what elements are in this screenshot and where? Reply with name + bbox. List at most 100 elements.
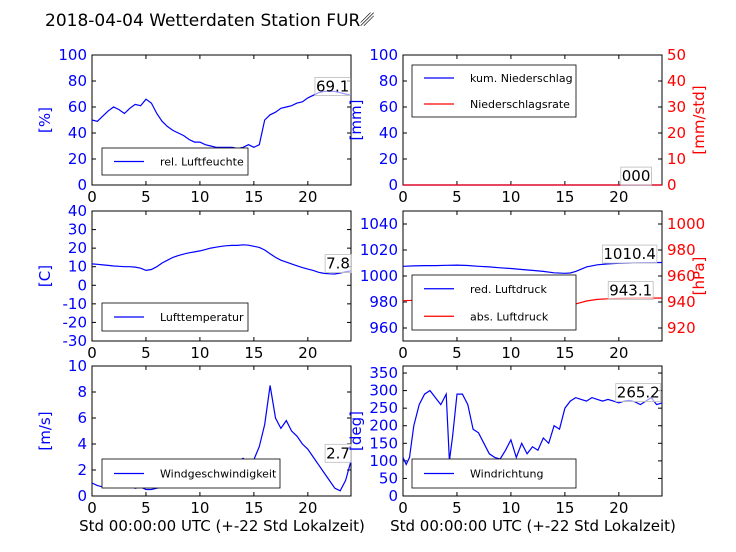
y-tick-label: 250 [369, 399, 398, 417]
legend-label: red. Luftdruck [470, 283, 547, 296]
y-tick-label: -20 [63, 313, 88, 331]
y-tick-label: 0 [388, 176, 398, 194]
last-value-box [607, 281, 654, 300]
x-tick-label: 0 [87, 188, 97, 206]
y-tick-label: 20 [379, 150, 398, 168]
last-value-box [314, 77, 351, 96]
y-tick-label: 2 [77, 461, 87, 479]
x-tick-label: 0 [87, 344, 97, 362]
y2-tick-label: 10 [667, 150, 686, 168]
x-tick-label: 15 [244, 499, 263, 517]
x-tick-label: 15 [244, 344, 263, 362]
x-tick-label: 10 [190, 188, 209, 206]
y-tick-label: 1040 [360, 215, 398, 233]
x-tick-label: 5 [141, 188, 151, 206]
y2-axis-label: [mm/std] [690, 85, 708, 154]
y-axis-label: [deg] [347, 411, 365, 451]
y2-tick-label: 920 [667, 319, 696, 337]
y-tick-label: 150 [369, 434, 398, 452]
x-tick-label: 0 [398, 188, 408, 206]
last-value-label: 000 [622, 167, 651, 185]
legend-label: kum. Niederschlag [470, 72, 573, 85]
y2-tick-label: 980 [667, 241, 696, 259]
last-value-label: 7.8 [326, 255, 350, 273]
y2-tick-label: 0 [667, 176, 677, 194]
y-tick-label: 960 [369, 319, 398, 337]
x-tick-label: 0 [398, 344, 408, 362]
legend-label: Lufttemperatur [160, 311, 244, 324]
y-tick-label: 0 [77, 276, 87, 294]
x-tick-label: 15 [555, 188, 574, 206]
legend-box [411, 274, 577, 331]
x-tick-label: 20 [298, 344, 317, 362]
y-tick-label: 4 [77, 435, 87, 453]
x-tick-label: 10 [501, 344, 520, 362]
chart-panel-precip: 0 5 10 15 20 0 20 40 60 80 100 0 10 20 30 40 50 [mm] [mm/s… [347, 46, 708, 206]
y-tick-label: 40 [68, 124, 87, 142]
y-tick-label: 350 [369, 364, 398, 382]
x-tick-label: 20 [609, 188, 628, 206]
y-tick-label: 1020 [360, 241, 398, 259]
y-tick-label: 8 [77, 383, 87, 401]
y-tick-label: 100 [369, 46, 398, 64]
series-line-humidity-0 [91, 90, 352, 150]
y-tick-label: 0 [388, 487, 398, 505]
x-tick-label: 5 [452, 344, 462, 362]
legend-label: Windgeschwindigkeit [160, 468, 277, 481]
figure-title: 2018-04-04 Wetterdaten Station FUR␥ [45, 11, 374, 31]
y-tick-label: 200 [369, 417, 398, 435]
y-tick-label: 20 [68, 150, 87, 168]
y-axis-label: [m/s] [36, 411, 54, 450]
last-value-label: 943.1 [609, 282, 652, 300]
y2-tick-label: 960 [667, 267, 696, 285]
legend-box [101, 147, 249, 176]
last-value-label: 1010.4 [603, 245, 656, 263]
y-tick-label: 10 [68, 357, 87, 375]
y2-tick-label: 40 [667, 72, 686, 90]
x-tick-label: 10 [501, 188, 520, 206]
legend-label: abs. Luftdruck [470, 310, 549, 323]
y-tick-label: 0 [77, 176, 87, 194]
x-tick-label: 15 [555, 344, 574, 362]
y-tick-label: -30 [63, 332, 88, 350]
y2-tick-label: 940 [667, 293, 696, 311]
legend-box [411, 64, 577, 118]
y-tick-label: 100 [58, 46, 87, 64]
y-axis-label: [C] [36, 265, 54, 287]
last-value-box [324, 443, 352, 463]
chart-panel-temperature: 0 5 10 15 20-30-20-10010203040[C]Lufttempera… [36, 202, 352, 362]
x-tick-label: 10 [501, 499, 520, 517]
x-tick-label: 5 [141, 499, 151, 517]
y2-tick-label: 20 [667, 124, 686, 142]
last-value-label: 265.2 [617, 384, 660, 402]
x-axis-label-right: Std 00:00:00 UTC (+-22 Std Lokalzeit) [390, 517, 676, 535]
series-line-temperature-0 [91, 244, 352, 275]
last-value-box [620, 166, 652, 186]
last-value-label: 2.7 [326, 444, 350, 462]
y2-axis-label: [hPa] [690, 257, 708, 296]
y-axis-label: [mm] [347, 100, 365, 141]
last-value-box [615, 383, 662, 403]
y-tick-label: 100 [369, 452, 398, 470]
x-tick-label: 20 [298, 499, 317, 517]
x-tick-label: 10 [190, 499, 209, 517]
chart-panel-pressure: 0 5 10 15 20 960 980 1000 1020 1040 920 940 960 980 10… [360, 210, 708, 362]
legend-label: Windrichtung [470, 468, 543, 481]
x-tick-label: 0 [398, 499, 408, 517]
x-tick-label: 20 [298, 188, 317, 206]
chart-panel-winddir: 0 5 10 15 20050100150200250300350[deg]Windri… [347, 364, 663, 517]
y-tick-label: 80 [68, 72, 87, 90]
y2-tick-label: 30 [667, 98, 686, 116]
x-tick-label: 5 [452, 188, 462, 206]
y-tick-label: 980 [369, 293, 398, 311]
x-tick-label: 20 [609, 499, 628, 517]
y-tick-label: 30 [68, 221, 87, 239]
x-tick-label: 20 [609, 344, 628, 362]
y-tick-label: 6 [77, 409, 87, 427]
x-tick-label: 5 [452, 499, 462, 517]
y2-tick-label: 50 [667, 46, 686, 64]
last-value-box [324, 254, 352, 273]
y2-tick-label: 1000 [667, 215, 705, 233]
x-tick-label: 15 [555, 499, 574, 517]
